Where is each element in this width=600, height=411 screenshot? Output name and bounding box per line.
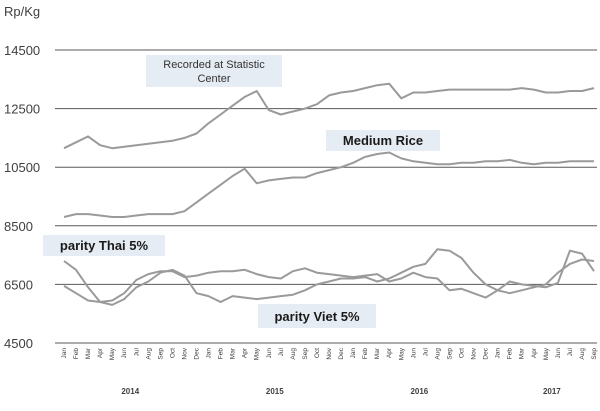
x-tick-label: Sep <box>591 348 598 360</box>
x-tick-label: Jun <box>555 348 562 359</box>
x-tick-label: Feb <box>362 348 369 360</box>
annotation-statistic-center: Recorded at Statistic Center <box>146 55 282 87</box>
x-tick-label: Apr <box>97 347 104 358</box>
annotation-statistic-center-text: Recorded at Statistic Center <box>163 59 265 85</box>
x-tick-label: Mar <box>519 347 526 359</box>
x-tick-label: Feb <box>218 348 225 360</box>
x-tick-label: Jul <box>567 347 574 356</box>
x-axis-ticks: Jan Feb Mar Apr May Jun Jul Aug Sep Oct Nov Dec Jan F… <box>61 347 598 360</box>
x-tick-label: Nov <box>471 347 478 359</box>
gridlines <box>55 49 597 344</box>
series-line-3 <box>63 248 595 306</box>
x-tick-label: Oct <box>314 348 321 358</box>
x-tick-label: Mar <box>85 347 92 359</box>
x-tick-label: Jan <box>350 348 357 359</box>
annotation-medium-rice-text: Medium Rice <box>343 133 423 148</box>
x-tick-label: Dec <box>338 347 345 359</box>
annotation-parity-viet: parity Viet 5% <box>258 304 376 328</box>
x-tick-label: Nov <box>181 347 188 359</box>
series-line-2 <box>63 151 594 218</box>
annotation-parity-thai-text: parity Thai 5% <box>60 238 149 253</box>
x-tick-label: Nov <box>326 347 333 359</box>
x-tick-label: Sep <box>157 348 164 360</box>
x-tick-label: May <box>543 347 550 360</box>
year-label: 2017 <box>543 387 561 396</box>
x-tick-label: May <box>254 347 261 360</box>
annotations: Recorded at Statistic Center Medium Rice … <box>43 55 440 328</box>
y-tick-label: 12500 <box>4 102 40 117</box>
x-tick-label: Oct <box>459 348 466 358</box>
x-tick-label: Aug <box>145 348 152 360</box>
x-tick-label: Sep <box>302 348 309 360</box>
x-tick-label: Sep <box>446 348 453 360</box>
y-axis-ticks: 4500 6500 8500 10500 12500 14500 <box>4 43 40 351</box>
x-tick-label: May <box>398 347 405 360</box>
x-tick-label: Apr <box>531 347 538 358</box>
x-tick-label: Jul <box>133 347 140 356</box>
annotation-parity-thai: parity Thai 5% <box>43 235 165 256</box>
series-line-4 <box>63 249 595 303</box>
year-labels: 2014 2015 2016 2017 <box>121 387 561 396</box>
series-line-1 <box>63 82 595 150</box>
x-tick-label: Aug <box>579 348 586 360</box>
y-tick-label: 14500 <box>4 43 40 58</box>
x-tick-label: Jan <box>61 348 68 359</box>
x-tick-label: Aug <box>290 348 297 360</box>
x-tick-label: Mar <box>374 347 381 359</box>
year-label: 2015 <box>266 387 284 396</box>
y-tick-label: 10500 <box>4 160 40 175</box>
y-tick-label: 6500 <box>4 277 33 292</box>
y-tick-label: 4500 <box>4 336 33 351</box>
x-tick-label: Jan <box>495 348 502 359</box>
x-tick-label: Jun <box>121 348 128 359</box>
x-tick-label: Jun <box>410 348 417 359</box>
x-tick-label: Jul <box>422 347 429 356</box>
year-label: 2014 <box>121 387 139 396</box>
series-lines <box>63 82 595 306</box>
year-label: 2016 <box>410 387 428 396</box>
x-tick-label: Mar <box>230 347 237 359</box>
y-axis-unit-label: Rp/Kg <box>4 4 40 19</box>
x-tick-label: Jul <box>278 347 285 356</box>
x-tick-label: Feb <box>73 348 80 360</box>
x-tick-label: Dec <box>194 347 201 359</box>
x-tick-label: Aug <box>434 348 441 360</box>
y-tick-label: 8500 <box>4 219 33 234</box>
annotation-medium-rice: Medium Rice <box>326 130 440 151</box>
x-tick-label: Oct <box>169 348 176 358</box>
x-tick-label: May <box>109 347 116 360</box>
x-tick-label: Apr <box>386 347 393 358</box>
x-tick-label: Apr <box>242 347 249 358</box>
x-tick-label: Jan <box>206 348 213 359</box>
x-tick-label: Dec <box>483 347 490 359</box>
annotation-parity-viet-text: parity Viet 5% <box>274 309 359 324</box>
x-tick-label: Feb <box>507 348 514 360</box>
x-tick-label: Jun <box>266 348 273 359</box>
